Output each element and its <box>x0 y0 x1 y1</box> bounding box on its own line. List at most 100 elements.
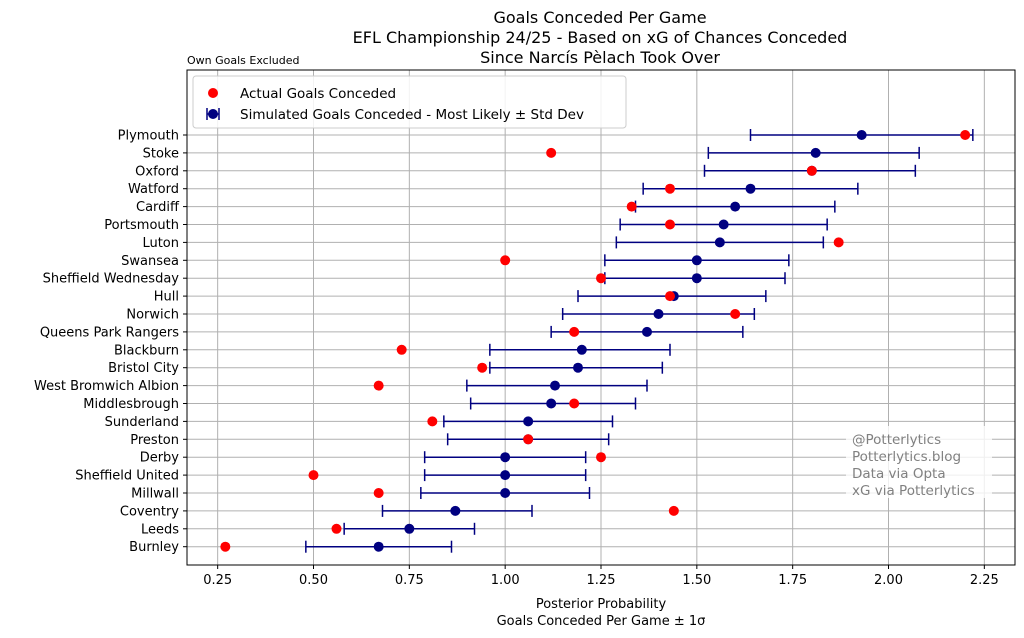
simulated-point <box>500 452 511 463</box>
legend-sim-marker <box>208 109 218 119</box>
actual-point <box>569 398 580 409</box>
x-tick-label: 0.25 <box>203 573 232 588</box>
y-tick-label: Stoke <box>143 146 179 161</box>
simulated-point <box>500 470 511 481</box>
own-goals-note: Own Goals Excluded <box>187 54 299 67</box>
x-tick-label: 2.00 <box>874 573 903 588</box>
y-tick-label: Sunderland <box>105 415 179 430</box>
simulated-point <box>550 380 560 391</box>
y-tick-label: Sheffield Wednesday <box>43 272 180 287</box>
actual-point <box>373 488 384 498</box>
x-axis-label-line-2: Goals Conceded Per Game ± 1σ <box>497 614 706 629</box>
x-tick-label: 1.50 <box>682 573 711 588</box>
actual-point <box>331 523 342 534</box>
actual-point <box>730 309 741 319</box>
simulated-point <box>691 273 702 284</box>
chart-title: Goals Conceded Per Game EFL Championship… <box>353 8 848 67</box>
x-tick-label: 2.25 <box>970 573 999 588</box>
x-tick-label: 1.00 <box>491 573 520 588</box>
legend: Actual Goals Conceded Simulated Goals Co… <box>192 75 627 129</box>
simulated-point <box>714 237 725 248</box>
actual-point <box>220 541 231 552</box>
simulated-point <box>373 541 384 552</box>
y-tick-label: Bristol City <box>108 361 179 376</box>
simulated-point <box>450 505 461 516</box>
y-tick-label: Middlesbrough <box>83 397 179 412</box>
title-line-3: Since Narcís Pèlach Took Over <box>480 48 720 67</box>
y-tick-label: Plymouth <box>118 129 179 144</box>
actual-point <box>396 344 407 355</box>
watermark-box <box>846 426 992 498</box>
y-tick-label: Leeds <box>141 522 179 537</box>
actual-point <box>427 416 438 427</box>
y-tick-label: Watford <box>128 182 179 197</box>
y-axis: Plymouth Stoke Oxford Watford Cardiff Portsmo… <box>34 129 187 555</box>
x-tick-label: 1.75 <box>778 573 807 588</box>
actual-point <box>806 165 817 176</box>
y-tick-label: Sheffield United <box>75 469 179 484</box>
y-tick-label: Portsmouth <box>104 218 179 233</box>
watermark-line-2: Potterlytics.blog <box>852 449 961 465</box>
data-points <box>220 130 971 552</box>
x-tick-label: 1.25 <box>587 573 616 588</box>
simulated-point <box>691 255 702 266</box>
legend-sim-label: Simulated Goals Conceded - Most Likely ±… <box>240 107 584 123</box>
y-tick-label: Luton <box>142 236 179 251</box>
y-tick-label: Hull <box>154 290 179 305</box>
x-axis-label-line-1: Posterior Probability <box>536 597 667 612</box>
y-tick-label: Norwich <box>126 308 179 323</box>
y-tick-label: Preston <box>130 433 179 448</box>
y-tick-label: Swansea <box>121 254 179 269</box>
actual-point <box>960 130 971 140</box>
y-tick-label: Burnley <box>129 540 179 555</box>
watermark-line-4: xG via Potterlytics <box>852 483 975 499</box>
watermark-line-3: Data via Opta <box>852 466 946 482</box>
y-tick-label: Millwall <box>131 487 179 502</box>
actual-point <box>523 434 534 445</box>
y-tick-label: Blackburn <box>114 343 179 358</box>
legend-actual-label: Actual Goals Conceded <box>240 86 396 102</box>
watermark: @Potterlytics Potterlytics.blog Data via… <box>846 426 992 499</box>
watermark-line-1: @Potterlytics <box>852 432 941 448</box>
actual-point <box>373 380 384 391</box>
simulated-point <box>745 183 756 194</box>
actual-point <box>569 326 580 337</box>
simulated-point <box>810 147 821 158</box>
x-axis: 0.25 0.50 0.75 1.00 1.25 1.50 1.75 2.00 2.25 <box>203 565 999 588</box>
actual-point <box>308 470 319 481</box>
actual-point <box>833 237 844 248</box>
actual-point <box>596 273 606 284</box>
simulated-point <box>576 344 587 355</box>
simulated-point <box>404 523 415 534</box>
actual-point <box>546 147 557 158</box>
actual-point <box>665 183 675 194</box>
y-tick-label: Cardiff <box>136 200 180 215</box>
legend-box <box>192 75 627 129</box>
actual-point <box>477 362 488 373</box>
simulated-point <box>500 488 511 498</box>
x-tick-label: 0.50 <box>299 573 328 588</box>
title-line-1: Goals Conceded Per Game <box>493 8 706 27</box>
simulated-point <box>546 398 557 409</box>
title-line-2: EFL Championship 24/25 - Based on xG of … <box>353 28 848 47</box>
actual-point <box>626 201 637 212</box>
actual-point <box>668 505 679 516</box>
simulated-point <box>523 416 534 427</box>
y-tick-label: Derby <box>140 451 180 466</box>
legend-actual-marker <box>208 88 218 98</box>
actual-point <box>596 452 606 463</box>
y-tick-label: Oxford <box>135 164 179 179</box>
actual-point <box>500 255 511 266</box>
y-tick-label: West Bromwich Albion <box>34 379 179 394</box>
simulated-point <box>730 201 741 212</box>
simulated-point <box>653 309 664 319</box>
x-tick-label: 0.75 <box>395 573 424 588</box>
actual-point <box>665 291 675 302</box>
simulated-point <box>856 130 867 140</box>
y-tick-label: Coventry <box>120 504 179 519</box>
simulated-point <box>573 362 583 373</box>
y-tick-label: Queens Park Rangers <box>40 325 179 340</box>
actual-point <box>665 219 675 230</box>
simulated-point <box>718 219 729 230</box>
